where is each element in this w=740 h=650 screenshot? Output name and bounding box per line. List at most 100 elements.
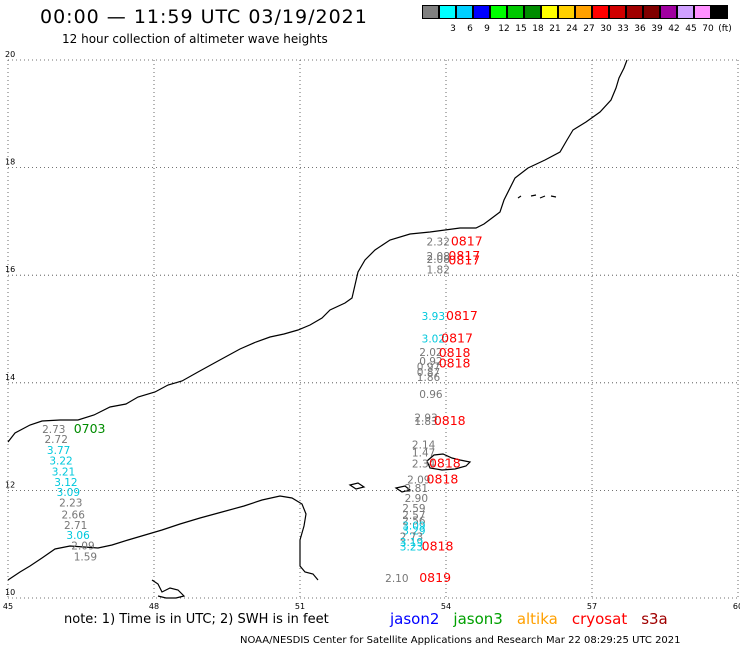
scale-swatch bbox=[711, 5, 728, 19]
pass-time-label: 0818 bbox=[427, 471, 459, 486]
small-island-east bbox=[394, 485, 412, 493]
satellite-name: s3a bbox=[641, 610, 668, 628]
footer-note: note: 1) Time is in UTC; 2) SWH is in fe… bbox=[64, 612, 329, 627]
wave-height-value: 3.77 bbox=[47, 445, 70, 457]
satellite-name: jason3 bbox=[453, 610, 503, 628]
credit-line: NOAA/NESDIS Center for Satellite Applica… bbox=[240, 635, 681, 646]
scale-swatch bbox=[677, 5, 694, 19]
pass-time-label: 0818 bbox=[429, 455, 461, 470]
socotra-island bbox=[426, 453, 472, 471]
satellite-name: cryosat bbox=[571, 610, 628, 628]
wave-height-value: 2.02 bbox=[419, 347, 442, 359]
scale-label: 15 bbox=[515, 24, 527, 34]
wave-height-value: 2.56 bbox=[402, 515, 426, 527]
wave-height-value: 2.81 bbox=[405, 483, 428, 495]
wave-height-value: 3.93 bbox=[422, 311, 445, 323]
scale-swatch bbox=[609, 5, 626, 19]
lat-tick-label: 12 bbox=[5, 480, 15, 489]
scale-swatch bbox=[694, 5, 711, 19]
pass-time-label: 0818 bbox=[434, 413, 466, 428]
scale-label: 3 bbox=[450, 24, 456, 34]
wave-height-value: 1.86 bbox=[417, 372, 441, 384]
scale-swatch bbox=[541, 5, 558, 19]
wave-height-value: 2.90 bbox=[405, 493, 428, 505]
wave-height-value: 3.09 bbox=[402, 521, 425, 533]
scale-swatch bbox=[473, 5, 490, 19]
scale-swatch bbox=[422, 5, 439, 19]
scale-swatch bbox=[558, 5, 575, 19]
scale-label: 70 bbox=[702, 24, 714, 34]
pass-time-label: 0817 bbox=[446, 308, 478, 323]
wave-height-value: 2.23 bbox=[59, 498, 82, 510]
altimeter-track-labels: 2.322.082.081.823.933.022.020.920.970.87… bbox=[42, 234, 483, 585]
wave-height-value: 3.02 bbox=[422, 333, 445, 345]
pass-time-label: 0703 bbox=[74, 421, 106, 436]
scale-swatch bbox=[524, 5, 541, 19]
wave-height-value: 0.92 bbox=[419, 356, 442, 368]
wave-height-value: 3.12 bbox=[54, 477, 77, 489]
satellite-name: jason2 bbox=[390, 610, 440, 628]
scale-label: 18 bbox=[532, 24, 544, 34]
pass-time-label: 0817 bbox=[448, 248, 480, 263]
wave-height-value: 2.66 bbox=[62, 509, 86, 521]
wave-height-value: 2.59 bbox=[402, 503, 425, 515]
scale-swatch bbox=[592, 5, 609, 19]
wave-height-value: 1.47 bbox=[412, 448, 435, 460]
lat-lon-grid bbox=[7, 59, 739, 599]
wave-height-value: 3.06 bbox=[66, 530, 90, 542]
wave-height-value: 3.23 bbox=[400, 542, 423, 554]
wave-height-value: 1.59 bbox=[74, 551, 97, 563]
scale-swatch bbox=[439, 5, 456, 19]
wave-height-value: 2.08 bbox=[427, 251, 450, 263]
scale-label: 6 bbox=[467, 24, 473, 34]
coastline bbox=[7, 59, 628, 599]
pass-time-label: 0817 bbox=[441, 330, 473, 345]
wave-height-value: 2.93 bbox=[414, 413, 437, 425]
scale-label: 33 bbox=[617, 24, 629, 34]
scale-label: 9 bbox=[484, 24, 490, 34]
wave-height-value: 2.14 bbox=[412, 439, 436, 451]
axis-tick-labels: 45 48 51 54 57 60 20 18 16 14 12 10 bbox=[3, 50, 740, 610]
lat-tick-label: 10 bbox=[5, 588, 15, 597]
wave-height-value: 2.32 bbox=[427, 237, 450, 249]
pass-time-label: 0817 bbox=[451, 234, 483, 249]
wave-height-value: 2.57 bbox=[402, 510, 425, 522]
scale-label: 12 bbox=[498, 24, 510, 34]
arabian-coastline bbox=[7, 59, 628, 443]
wave-height-map: 454851545760201816141210 2.322.082.081.8… bbox=[3, 50, 740, 610]
lon-tick-label: 51 bbox=[295, 602, 305, 610]
lat-tick-label: 20 bbox=[5, 50, 15, 59]
wave-height-value: 2.73 bbox=[42, 424, 65, 436]
scale-swatch bbox=[456, 5, 473, 19]
wave-height-value: 2.72 bbox=[45, 434, 68, 446]
scale-label: 42 bbox=[668, 24, 680, 34]
pass-time-label: 0818 bbox=[422, 539, 454, 554]
lon-tick-label: 48 bbox=[149, 602, 159, 610]
scale-label: 27 bbox=[583, 24, 595, 34]
lat-tick-label: 14 bbox=[5, 373, 15, 382]
wave-height-value: 2.71 bbox=[64, 520, 87, 532]
pass-time-label: 0819 bbox=[419, 570, 451, 585]
scale-label: 30 bbox=[600, 24, 612, 34]
kuria-muria-islands bbox=[517, 194, 557, 199]
chart-subtitle: 12 hour collection of altimeter wave hei… bbox=[62, 32, 328, 46]
satellite-name: altika bbox=[516, 610, 558, 628]
lon-tick-label: 57 bbox=[587, 602, 597, 610]
wave-height-value: 2.08 bbox=[427, 254, 450, 266]
scale-swatch bbox=[660, 5, 677, 19]
lon-tick-label: 45 bbox=[3, 602, 13, 610]
scale-label: 45 bbox=[685, 24, 697, 34]
wave-height-value: 0.96 bbox=[419, 389, 443, 401]
lon-tick-label: 60 bbox=[733, 602, 740, 610]
pass-time-label: 0818 bbox=[439, 356, 471, 371]
wave-height-value: 3.19 bbox=[400, 537, 423, 549]
scale-swatch bbox=[507, 5, 524, 19]
chart-title: 00:00 — 11:59 UTC 03/19/2021 bbox=[40, 6, 368, 28]
wave-height-value: 2.10 bbox=[385, 573, 408, 585]
lon-tick-label: 54 bbox=[441, 602, 451, 610]
wave-height-value: 2.09 bbox=[407, 474, 430, 486]
small-island-west bbox=[348, 482, 366, 490]
pass-time-label: 0817 bbox=[448, 252, 480, 267]
wave-height-value: 2.34 bbox=[412, 458, 436, 470]
scale-swatch bbox=[626, 5, 643, 19]
